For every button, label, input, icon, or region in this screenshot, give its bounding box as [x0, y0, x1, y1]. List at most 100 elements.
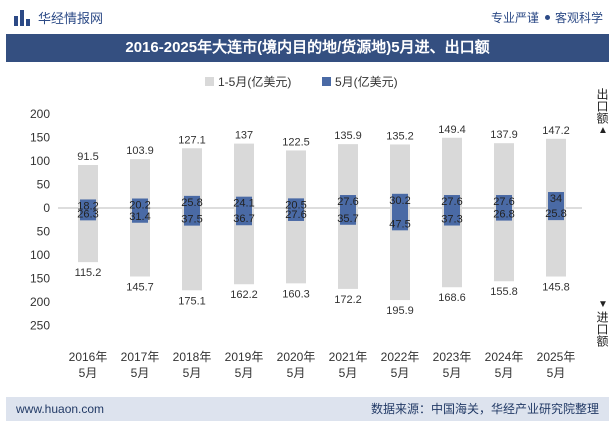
bar-import-month	[392, 208, 408, 231]
y-tick-label: 200	[30, 107, 50, 121]
y-tick-label: 50	[37, 178, 51, 192]
x-tick-label-month: 5月	[79, 366, 98, 380]
bar-export-month	[392, 193, 408, 208]
data-label-export-month: 20.2	[129, 200, 150, 212]
bar-import-ytd	[546, 208, 566, 277]
data-label-import-ytd: 195.9	[386, 305, 414, 317]
bar-import-month	[548, 208, 564, 221]
bar-export-month	[80, 199, 96, 208]
data-label-export-month: 27.6	[441, 196, 462, 208]
bar-export-ytd	[442, 137, 462, 208]
data-label-export-ytd: 135.9	[334, 130, 362, 142]
data-label-import-ytd: 155.8	[490, 286, 518, 298]
x-tick-label-year: 2020年	[277, 350, 316, 364]
tagline-left: 专业严谨	[490, 11, 539, 25]
bar-export-ytd	[390, 144, 410, 208]
bar-export-ytd	[234, 143, 254, 208]
x-tick-label-month: 5月	[495, 366, 514, 380]
bar-export-month	[236, 196, 252, 208]
dot-icon	[544, 15, 550, 20]
data-label-export-ytd: 122.5	[282, 136, 310, 148]
bar-import-month	[80, 208, 96, 221]
brand[interactable]: 华经情报网	[14, 8, 103, 27]
x-tick-label-month: 5月	[443, 366, 462, 380]
data-label-export-ytd: 147.2	[542, 125, 570, 137]
bar-export-ytd	[78, 164, 98, 208]
y-tick-label: 150	[30, 131, 50, 145]
bar-export-month	[132, 198, 148, 208]
data-label-import-ytd: 172.2	[334, 294, 362, 306]
data-label-import-ytd: 162.2	[230, 289, 258, 301]
export-label-text: 出口额	[595, 88, 609, 124]
bar-import-month	[496, 208, 512, 221]
y-tick-label: 100	[30, 248, 50, 262]
data-label-import-month: 47.5	[389, 218, 410, 230]
bar-export-month	[184, 195, 200, 208]
data-label-import-month: 31.4	[129, 211, 150, 223]
bar-export-month	[444, 195, 460, 208]
bar-export-month	[548, 192, 564, 208]
bar-import-ytd	[234, 208, 254, 285]
bar-export-ytd	[286, 150, 306, 208]
x-tick-label-month: 5月	[183, 366, 202, 380]
bar-import-ytd	[442, 208, 462, 288]
data-label-export-ytd: 137	[235, 130, 253, 142]
bar-export-ytd	[494, 143, 514, 208]
y-tick-label: 0	[43, 201, 50, 215]
data-label-import-month: 26.8	[493, 209, 514, 221]
data-label-import-ytd: 145.8	[542, 282, 570, 294]
legend-swatch-series2	[322, 77, 331, 86]
bar-import-ytd	[494, 208, 514, 282]
logo-icon	[14, 9, 32, 26]
tagline: 专业严谨 客观科学	[491, 9, 603, 26]
data-label-export-ytd: 103.9	[126, 145, 154, 157]
bar-import-ytd	[390, 208, 410, 301]
x-tick-label-year: 2024年	[485, 350, 524, 364]
data-label-export-ytd: 135.2	[386, 130, 414, 142]
up-arrow-icon: ▲	[598, 125, 608, 136]
bar-export-ytd	[338, 144, 358, 208]
x-tick-label-month: 5月	[131, 366, 150, 380]
bar-export-ytd	[546, 138, 566, 208]
bar-export-month	[288, 198, 304, 208]
x-tick-label-year: 2017年	[121, 350, 160, 364]
data-label-export-month: 24.1	[233, 198, 254, 210]
bar-export-ytd	[130, 159, 150, 208]
data-label-export-month: 18.2	[77, 200, 98, 212]
bar-import-month	[288, 208, 304, 221]
y-tick-label: 200	[30, 295, 50, 309]
website-link[interactable]: www.huaon.com	[16, 402, 105, 416]
legend-swatch-series1	[205, 77, 214, 86]
x-tick-label-year: 2025年	[537, 350, 576, 364]
y-tick-label: 100	[30, 154, 50, 168]
data-label-import-month: 35.7	[337, 213, 358, 225]
import-side-label: ▼ 进口额	[595, 298, 611, 347]
data-source: 数据来源：中国海关，华经产业研究院整理	[370, 402, 599, 416]
legend-label-series2: 5月(亿美元)	[335, 74, 398, 89]
data-label-export-ytd: 149.4	[438, 124, 466, 136]
bar-import-ytd	[286, 208, 306, 284]
legend-label-series1: 1-5月(亿美元)	[218, 74, 291, 89]
data-label-import-month: 27.6	[285, 209, 306, 221]
bar-export-month	[496, 195, 512, 208]
x-tick-label-year: 2018年	[173, 350, 212, 364]
x-tick-label-year: 2021年	[329, 350, 368, 364]
bar-import-ytd	[78, 208, 98, 263]
data-label-import-month: 26.3	[77, 208, 98, 220]
data-label-import-ytd: 175.1	[178, 295, 206, 307]
data-label-import-month: 36.7	[233, 213, 254, 225]
x-tick-label-year: 2019年	[225, 350, 264, 364]
x-tick-label-month: 5月	[339, 366, 358, 380]
x-tick-label-year: 2022年	[381, 350, 420, 364]
down-arrow-icon: ▼	[598, 299, 608, 310]
data-label-export-month: 20.5	[285, 199, 306, 211]
bar-import-ytd	[130, 208, 150, 277]
x-tick-label-year: 2016年	[69, 350, 108, 364]
brand-name: 华经情报网	[38, 11, 104, 26]
import-label-text: 进口额	[595, 311, 609, 347]
x-tick-label-year: 2023年	[433, 350, 472, 364]
bar-export-ytd	[182, 148, 202, 208]
y-tick-label: 250	[30, 319, 50, 333]
bar-import-month	[132, 208, 148, 223]
data-label-export-month: 34	[550, 193, 562, 205]
